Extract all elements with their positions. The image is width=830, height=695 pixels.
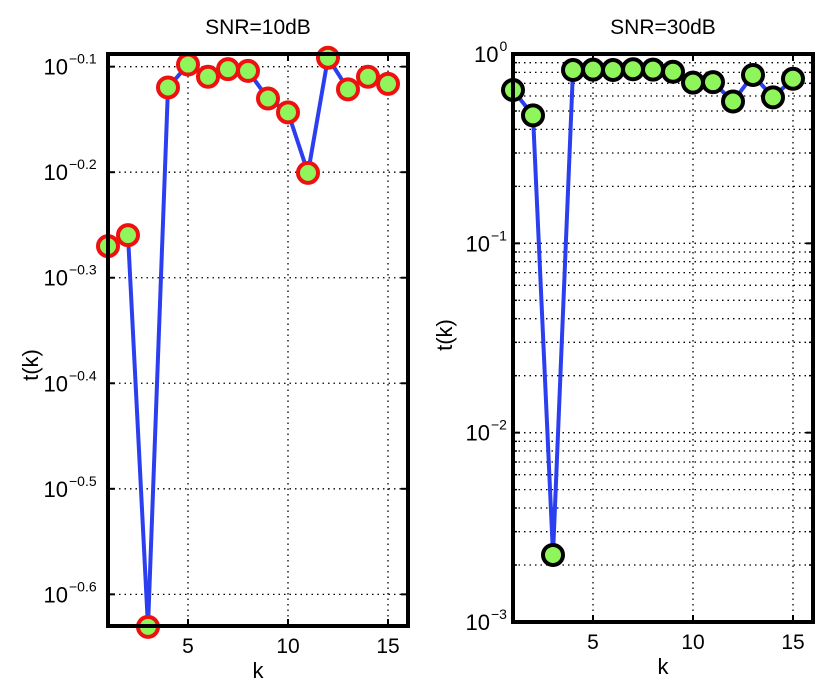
y-tick-label-exponent: −0.3	[69, 262, 97, 278]
chart-title: SNR=10dB	[205, 16, 311, 39]
data-point	[541, 542, 565, 567]
x-tick-label: 5	[182, 635, 194, 658]
data-point	[781, 66, 805, 91]
series-line	[107, 55, 389, 629]
x-axis-label: k	[658, 654, 670, 679]
x-axis-label: k	[253, 658, 265, 683]
y-tick-label-base: 10	[44, 371, 68, 396]
y-tick-label-base: 10	[474, 42, 498, 67]
data-point	[661, 59, 685, 84]
data-point	[721, 89, 745, 114]
x-tick-label: 10	[681, 631, 704, 654]
y-tick-label-base: 10	[44, 160, 68, 185]
data-point	[216, 57, 240, 82]
y-axis-label: t(k)	[432, 319, 457, 351]
chart-title: SNR=30dB	[610, 16, 716, 39]
y-tick-label-exponent: −3	[491, 606, 507, 622]
y-tick-label-exponent: −0.6	[69, 578, 97, 594]
series-line	[511, 67, 795, 557]
data-point	[701, 70, 725, 95]
y-tick-label-exponent: −0.4	[69, 367, 97, 383]
x-tick-label: 10	[276, 635, 299, 658]
y-tick-label-base: 10	[466, 231, 490, 256]
data-point	[276, 100, 300, 125]
data-point	[376, 71, 400, 96]
y-tick-label-base: 10	[44, 55, 68, 80]
data-point	[176, 52, 200, 77]
axes-box	[106, 52, 410, 628]
y-tick-label-exponent: −0.2	[69, 156, 97, 172]
data-point	[256, 86, 280, 111]
data-point	[336, 77, 360, 102]
data-point	[521, 103, 545, 128]
y-tick-label-base: 10	[466, 421, 490, 446]
y-tick-label-exponent: −0.1	[69, 51, 97, 67]
data-point	[741, 62, 765, 87]
data-point	[681, 70, 705, 95]
data-point	[561, 58, 585, 83]
y-tick-label-base: 10	[44, 582, 68, 607]
x-tick-label: 15	[781, 631, 804, 654]
data-point	[156, 75, 180, 100]
y-tick-label-base: 10	[466, 610, 490, 635]
data-point	[196, 64, 220, 89]
axes-box	[511, 52, 815, 624]
y-tick-label-exponent: −0.5	[69, 473, 97, 489]
y-tick-label-base: 10	[44, 266, 68, 291]
x-tick-label: 5	[587, 631, 599, 654]
data-point	[621, 57, 645, 82]
data-point	[236, 58, 260, 83]
y-tick-label-exponent: −1	[491, 227, 507, 243]
x-tick-label: 15	[376, 635, 399, 658]
y-tick-label-base: 10	[44, 477, 68, 502]
data-point	[316, 45, 340, 70]
data-point	[581, 57, 605, 82]
data-point	[761, 85, 785, 110]
data-point	[296, 160, 320, 185]
data-point	[601, 58, 625, 83]
data-point	[356, 64, 380, 89]
y-tick-label-exponent: 0	[500, 38, 508, 54]
data-point	[641, 57, 665, 82]
y-tick-label-exponent: −2	[491, 417, 507, 433]
data-point	[116, 223, 140, 248]
y-axis-label: t(k)	[18, 349, 43, 381]
